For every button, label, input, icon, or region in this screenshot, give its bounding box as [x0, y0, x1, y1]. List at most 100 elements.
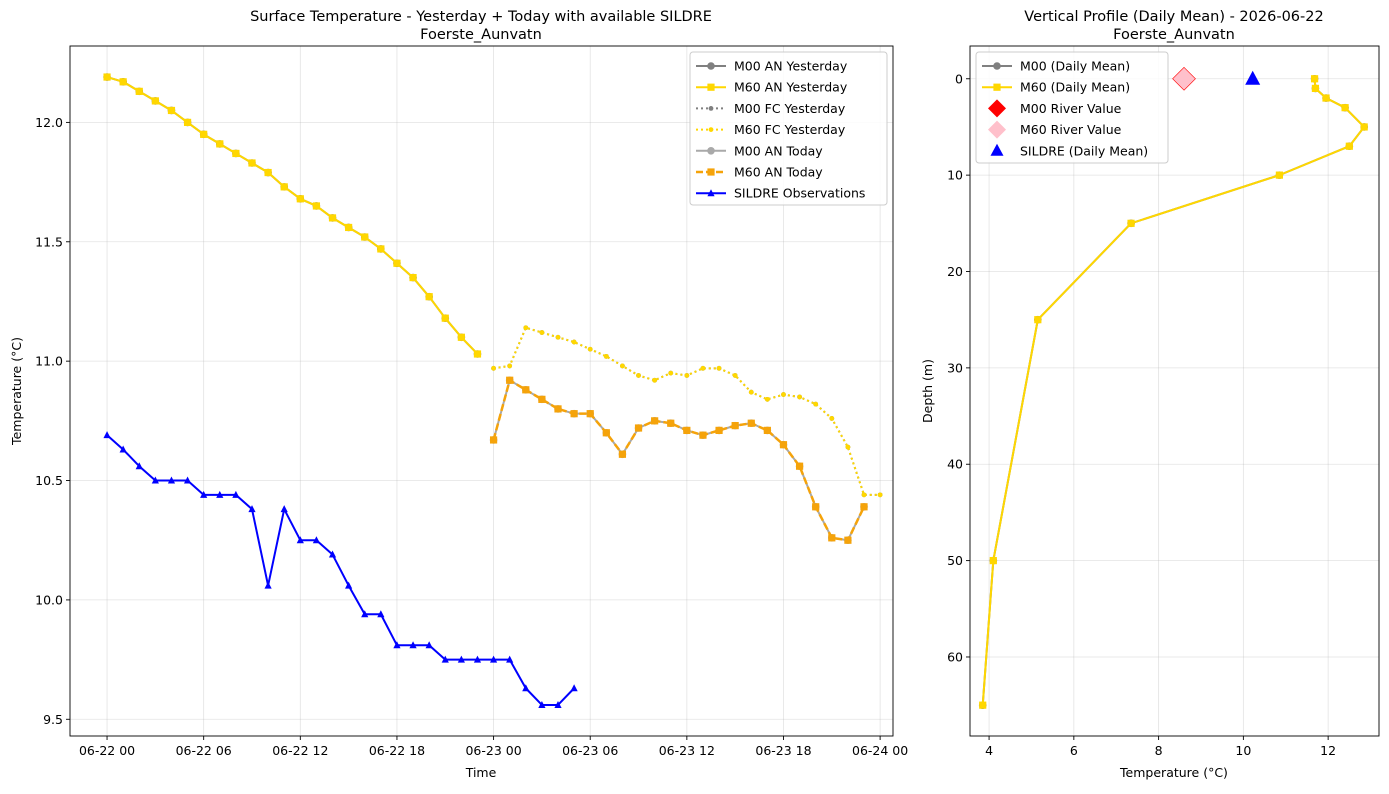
- data-point-m60-daily-mean: [1275, 171, 1283, 179]
- legend-marker: [707, 168, 715, 176]
- legend-label: M00 River Value: [1020, 101, 1122, 116]
- data-point-m60-an-yesterday: [280, 183, 288, 191]
- left-x-tick-label: 06-22 00: [79, 743, 135, 758]
- data-point-m60-an-yesterday: [361, 233, 369, 241]
- data-point-sildre-observations: [312, 536, 321, 544]
- data-point-m60-an-today: [489, 436, 498, 444]
- data-point-m60-daily-mean: [1311, 84, 1320, 93]
- data-point-sildre-observations: [522, 684, 530, 692]
- legend-marker: [708, 127, 714, 132]
- legend-marker: [707, 189, 715, 197]
- data-point-sildre-observations: [441, 655, 449, 663]
- data-point-sildre-observations: [264, 581, 272, 589]
- data-point-sildre-observations: [361, 610, 369, 618]
- legend-item-m00-river-value: M00 River Value: [988, 99, 1122, 118]
- series-sildre-observations: [103, 431, 578, 708]
- data-point-m60-fc-yesterday: [507, 363, 513, 369]
- data-point-m60-an-yesterday: [103, 73, 111, 81]
- series-m00-an-yesterday: [103, 73, 482, 358]
- left-y-tick-label: 11.0: [35, 354, 63, 369]
- left-chart-title-line1: Surface Temperature - Yesterday + Today …: [250, 9, 712, 25]
- right-legend-box: [975, 51, 1169, 164]
- series-m60-daily-mean: [979, 75, 1368, 709]
- legend-marker: [993, 62, 1001, 70]
- data-point-m60-an-today: [699, 431, 707, 439]
- data-point-sildre-observations: [183, 476, 192, 484]
- data-point-m60-an-today: [506, 376, 514, 384]
- data-point-m60-an-yesterday: [183, 118, 192, 127]
- legend-item-m60-fc-yesterday: M60 FC Yesterday: [696, 122, 846, 137]
- data-point-sildre-observations: [538, 700, 546, 708]
- data-point-m60-daily-mean: [1034, 316, 1042, 324]
- data-point-m60-fc-yesterday: [523, 325, 529, 331]
- data-point-m60-an-yesterday: [200, 130, 208, 138]
- data-point-sildre-observations: [409, 641, 417, 649]
- data-point-m60-an-today: [634, 424, 643, 432]
- vertical-profile-chart: Vertical Profile (Daily Mean) - 2026-06-…: [920, 9, 1380, 780]
- data-point-sildre-observations: [232, 490, 240, 498]
- data-point-m60-an-today: [538, 395, 546, 403]
- legend-label: SILDRE (Daily Mean): [1020, 143, 1148, 158]
- data-point-m60-an-yesterday: [393, 259, 401, 267]
- data-point-m60-an-today: [683, 426, 691, 434]
- data-point-m60-an-yesterday: [457, 333, 465, 341]
- right-y-tick-label: 60: [947, 649, 963, 664]
- data-point-sildre-observations: [393, 641, 401, 649]
- data-point-m60-an-yesterday: [248, 159, 256, 167]
- legend-label: M60 AN Today: [734, 165, 823, 180]
- series-m60-river-value: [1173, 67, 1196, 90]
- left-x-tick-label: 06-24 00: [852, 743, 908, 758]
- data-point-sildre-daily-mean: [1245, 70, 1261, 85]
- data-point-m60-fc-yesterday: [539, 330, 545, 335]
- right-y-tick-label: 10: [947, 168, 963, 183]
- data-point-m60-an-today: [602, 429, 610, 437]
- left-legend-box: [689, 51, 888, 206]
- data-point-m60-daily-mean: [1345, 142, 1353, 150]
- data-point-m60-an-yesterday: [296, 195, 304, 203]
- data-point-sildre-observations: [135, 462, 143, 470]
- data-point-sildre-observations: [200, 490, 208, 498]
- data-point-m60-an-yesterday: [345, 223, 353, 232]
- left-x-tick-label: 06-22 18: [369, 743, 425, 758]
- data-point-sildre-observations: [119, 445, 127, 453]
- left-chart-x-axis-label: Time: [465, 765, 497, 780]
- data-point-m60-an-today: [828, 534, 836, 542]
- legend-marker: [707, 62, 715, 70]
- legend-label: M60 AN Yesterday: [734, 80, 848, 95]
- data-point-m60-fc-yesterday: [668, 370, 674, 376]
- data-point-m60-fc-yesterday: [716, 365, 722, 371]
- data-point-m60-an-today: [586, 410, 594, 418]
- data-point-m60-daily-mean: [979, 701, 987, 709]
- data-point-m60-fc-yesterday: [555, 334, 561, 340]
- data-point-m60-fc-yesterday: [700, 365, 706, 371]
- data-point-m60-an-yesterday: [232, 149, 240, 158]
- data-point-m60-fc-yesterday: [845, 444, 851, 450]
- left-x-tick-label: 06-23 06: [562, 743, 618, 758]
- right-y-tick-label: 20: [947, 264, 963, 279]
- right-chart-ticks: 4 6 8 10 12 0 10 20 30 40 50 60: [947, 71, 1336, 758]
- data-point-m60-an-yesterday: [264, 168, 272, 177]
- series-line-m60-daily-mean: [981, 78, 1366, 706]
- series-m60-an-yesterday: [103, 73, 482, 358]
- data-point-m60-an-yesterday: [441, 314, 449, 322]
- data-point-m60-an-yesterday: [167, 106, 176, 115]
- data-point-m60-daily-mean: [989, 557, 997, 565]
- data-point-sildre-observations: [554, 700, 562, 708]
- legend-item-m60-river-value: M60 River Value: [988, 120, 1122, 139]
- data-point-m60-an-today: [779, 441, 788, 449]
- right-x-tick-label: 12: [1320, 743, 1336, 758]
- legend-label: M00 (Daily Mean): [1020, 59, 1130, 74]
- legend-item-m00-an-yesterday: M00 AN Yesterday: [696, 59, 848, 74]
- left-y-tick-label: 10.5: [35, 473, 63, 488]
- left-chart-plot-frame: [69, 45, 894, 737]
- right-x-tick-label: 10: [1235, 743, 1251, 758]
- legend-item-m00-fc-yesterday: M00 FC Yesterday: [696, 101, 846, 116]
- series-line-m60-an-yesterday: [106, 76, 479, 355]
- right-y-tick-label: 0: [955, 71, 963, 86]
- data-point-m60-an-yesterday: [409, 273, 417, 282]
- legend-label: M00 FC Yesterday: [734, 101, 846, 116]
- data-point-m60-an-today: [844, 536, 852, 544]
- data-point-m60-fc-yesterday: [861, 492, 867, 498]
- series-line-m00-an-yesterday: [106, 76, 479, 355]
- left-chart-grid: [70, 46, 893, 736]
